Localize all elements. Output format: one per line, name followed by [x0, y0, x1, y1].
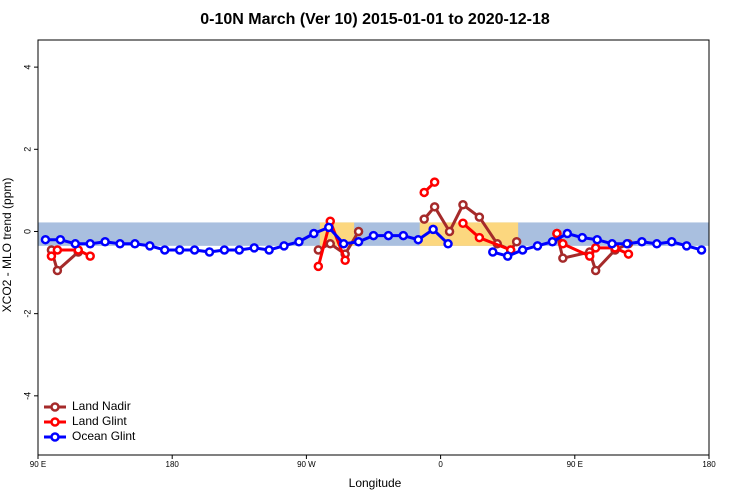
point	[234, 245, 245, 255]
point	[52, 245, 63, 255]
plot-frame	[37, 39, 710, 456]
point	[324, 222, 334, 233]
legend-label: Ocean Glint	[72, 429, 136, 443]
point	[419, 214, 429, 224]
point	[264, 245, 274, 255]
point	[353, 236, 364, 247]
point	[279, 241, 289, 251]
point	[159, 245, 170, 255]
legend-label: Land Nadir	[72, 399, 131, 413]
x-tick-label: 0	[438, 460, 443, 469]
point	[458, 218, 468, 229]
y-tick-label: 4	[22, 65, 32, 70]
point	[204, 247, 215, 257]
legend-marker	[50, 432, 60, 442]
y-tick-label: 2	[22, 147, 32, 152]
point	[637, 236, 647, 247]
point	[558, 253, 568, 263]
point	[368, 230, 379, 241]
point	[590, 265, 601, 276]
point	[517, 245, 528, 255]
point	[474, 232, 485, 243]
point	[338, 239, 349, 249]
point	[46, 251, 57, 261]
x-tick-label: 90 E	[567, 460, 583, 469]
point	[547, 236, 558, 247]
point	[145, 241, 155, 251]
point	[398, 230, 409, 241]
point	[458, 200, 468, 210]
point	[444, 226, 455, 237]
point	[488, 247, 498, 257]
point	[607, 239, 617, 249]
y-axis-label: XCO2 - MLO trend (ppm)	[0, 178, 14, 313]
point	[558, 239, 568, 249]
point	[419, 187, 429, 198]
x-tick-label: 180	[166, 460, 180, 469]
point	[429, 202, 440, 212]
point	[474, 212, 485, 222]
point	[562, 228, 573, 239]
point	[681, 241, 692, 251]
point	[100, 236, 110, 247]
point	[55, 234, 66, 245]
point	[666, 236, 677, 247]
point	[174, 245, 185, 255]
point	[502, 251, 513, 261]
point	[429, 177, 440, 187]
point	[511, 236, 522, 247]
point	[313, 261, 324, 272]
point	[622, 239, 632, 249]
point	[309, 228, 319, 239]
point	[340, 255, 350, 265]
y-tick-label: 0	[22, 229, 32, 234]
point	[592, 234, 602, 245]
point	[652, 239, 662, 249]
point	[532, 241, 543, 251]
point	[189, 245, 200, 255]
x-axis-label: Longitude	[349, 476, 402, 490]
chart-title: 0-10N March (Ver 10) 2015-01-01 to 2020-…	[200, 11, 550, 28]
point	[383, 230, 394, 241]
point	[353, 226, 364, 237]
point	[249, 243, 259, 253]
x-tick-label: 180	[702, 460, 716, 469]
point	[325, 239, 336, 249]
point	[52, 265, 63, 276]
point	[115, 239, 125, 249]
y-tick-label: -4	[22, 392, 32, 400]
point	[85, 239, 95, 249]
x-tick-label: 90 W	[297, 460, 316, 469]
point	[584, 251, 595, 261]
point	[40, 234, 51, 245]
point	[70, 239, 81, 249]
point	[130, 239, 140, 249]
point	[696, 245, 707, 255]
point	[219, 245, 230, 255]
x-tick-label: 90 E	[30, 460, 46, 469]
point	[413, 234, 423, 245]
point	[443, 239, 453, 249]
point	[85, 251, 95, 261]
legend-marker	[50, 402, 60, 412]
legend-label: Land Glint	[72, 414, 127, 428]
point	[552, 228, 562, 239]
point	[623, 249, 634, 259]
point	[294, 236, 304, 247]
series-line	[45, 225, 450, 254]
y-tick-label: -2	[22, 310, 32, 318]
point	[590, 243, 601, 253]
legend-marker	[50, 417, 60, 427]
point	[577, 232, 588, 243]
point	[428, 224, 438, 235]
